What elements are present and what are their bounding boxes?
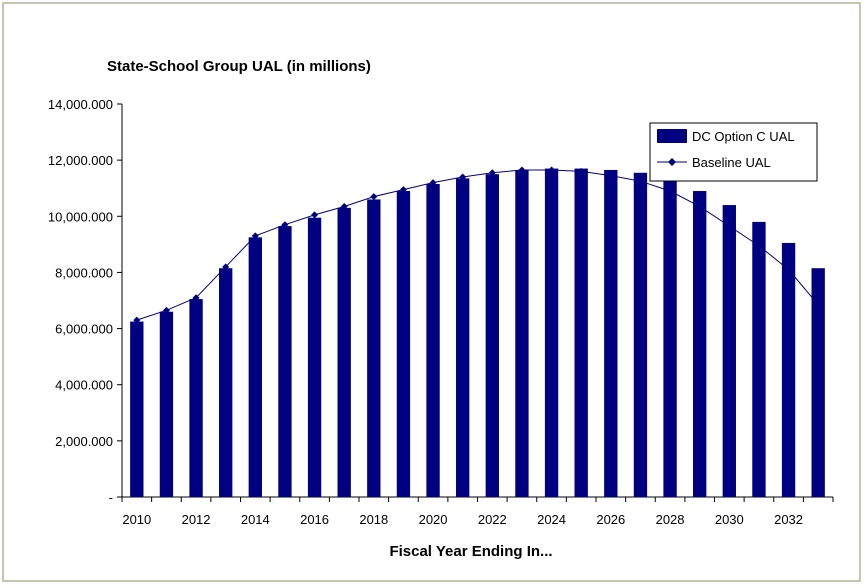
point bbox=[222, 263, 230, 271]
point bbox=[607, 172, 615, 180]
legend-label-baseline: Baseline UAL bbox=[692, 155, 771, 170]
x-tick-label: 2032 bbox=[774, 512, 803, 527]
legend: DC Option C UAL Baseline UAL bbox=[649, 122, 818, 182]
bar bbox=[337, 207, 351, 497]
y-tick-label: 14,000.000 bbox=[48, 97, 113, 112]
x-tick-label: 2028 bbox=[656, 512, 685, 527]
point bbox=[281, 221, 289, 229]
x-tick-label: 2014 bbox=[241, 512, 270, 527]
point bbox=[577, 167, 585, 175]
x-tick-label: 2010 bbox=[122, 512, 151, 527]
bar bbox=[219, 268, 233, 497]
point bbox=[548, 166, 556, 174]
x-tick-label: 2026 bbox=[596, 512, 625, 527]
x-tick-label: 2012 bbox=[182, 512, 211, 527]
plot-area: - 2,000.000 4,000.000 6,000.000 8,000.000 10,… bbox=[48, 97, 834, 527]
bar bbox=[574, 168, 588, 498]
x-tick-label: 2018 bbox=[359, 512, 388, 527]
legend-swatch-bar bbox=[657, 129, 687, 143]
bar bbox=[604, 169, 618, 498]
bar bbox=[485, 174, 499, 497]
y-tick-label: - bbox=[109, 490, 113, 505]
chart-svg: State-School Group UAL (in millions) - 2,… bbox=[48, 58, 834, 560]
bar bbox=[307, 217, 322, 498]
point bbox=[311, 211, 319, 219]
point bbox=[459, 173, 467, 181]
bar bbox=[278, 226, 292, 497]
point bbox=[399, 186, 407, 194]
x-tick-label: 2016 bbox=[300, 512, 329, 527]
point bbox=[666, 187, 674, 195]
y-tick-label: 2,000.000 bbox=[55, 434, 113, 449]
chart-title: State-School Group UAL (in millions) bbox=[107, 58, 371, 75]
point bbox=[518, 166, 526, 174]
bar bbox=[693, 191, 707, 497]
point bbox=[370, 193, 378, 201]
legend-swatch-marker bbox=[668, 158, 676, 166]
bar bbox=[781, 242, 796, 497]
y-tick-label: 6,000.000 bbox=[55, 322, 113, 337]
y-tick-label: 12,000.000 bbox=[48, 153, 113, 168]
y-tick-label: 8,000.000 bbox=[55, 265, 113, 280]
point bbox=[785, 266, 793, 274]
point bbox=[251, 232, 259, 240]
point bbox=[696, 202, 704, 210]
point bbox=[162, 306, 170, 314]
bar bbox=[130, 321, 144, 497]
bar bbox=[396, 191, 411, 497]
bar bbox=[248, 237, 262, 497]
y-tick-label: 4,000.000 bbox=[55, 378, 113, 393]
point bbox=[340, 202, 348, 210]
series-line-baseline bbox=[136, 169, 819, 321]
point bbox=[133, 316, 141, 324]
bar bbox=[544, 168, 559, 498]
x-tick-label: 2022 bbox=[478, 512, 507, 527]
point bbox=[725, 222, 733, 230]
point bbox=[755, 242, 763, 250]
x-tick-label: 2030 bbox=[715, 512, 744, 527]
chart-frame: State-School Group UAL (in millions) - 2,… bbox=[2, 2, 861, 582]
bar bbox=[426, 184, 440, 497]
point bbox=[814, 301, 822, 309]
point bbox=[192, 294, 200, 302]
legend-label-dc-option: DC Option C UAL bbox=[692, 129, 795, 144]
bar bbox=[456, 178, 470, 497]
point bbox=[636, 177, 644, 185]
bar bbox=[189, 299, 203, 497]
bar bbox=[159, 311, 174, 497]
point bbox=[429, 179, 437, 187]
bar bbox=[663, 181, 677, 498]
x-axis-label: Fiscal Year Ending In... bbox=[389, 543, 552, 560]
y-tick-label: 10,000.000 bbox=[48, 209, 113, 224]
x-tick-label: 2024 bbox=[537, 512, 566, 527]
bar bbox=[633, 172, 648, 497]
bar bbox=[752, 221, 766, 497]
bar bbox=[811, 268, 825, 497]
bar bbox=[515, 169, 529, 498]
bar bbox=[722, 205, 736, 498]
bar bbox=[367, 199, 381, 497]
point bbox=[488, 169, 496, 177]
x-tick-label: 2020 bbox=[419, 512, 448, 527]
